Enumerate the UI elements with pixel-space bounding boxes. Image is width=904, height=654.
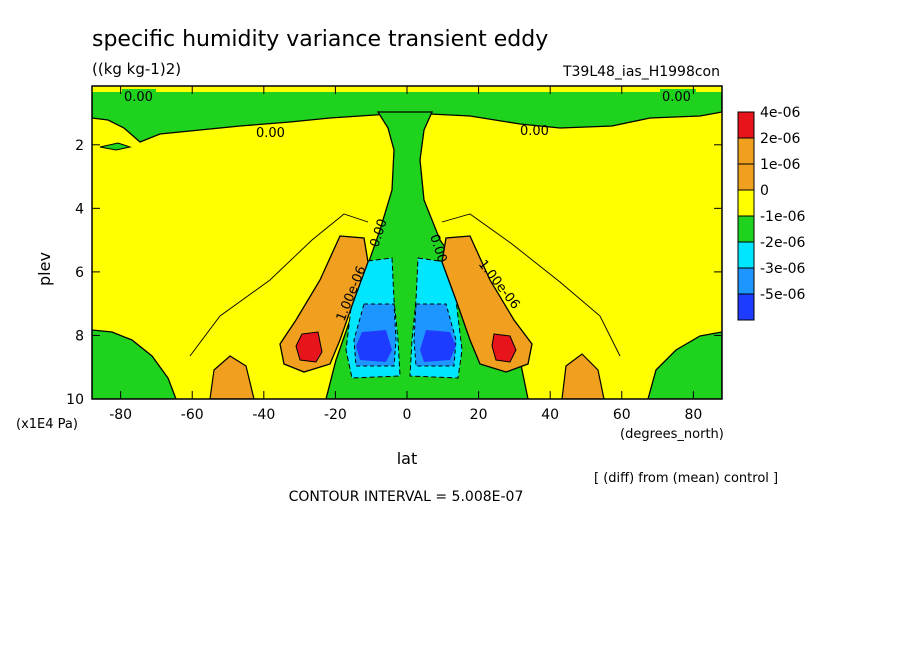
legend-label: 0	[760, 183, 769, 199]
contour-label: 0.00	[256, 126, 285, 141]
south-positive-max	[295, 331, 323, 363]
y-axis-label: plev	[35, 252, 54, 286]
small-negative-patch	[99, 142, 132, 151]
x-tick-label: 0	[403, 407, 412, 423]
north-outer-contour	[441, 213, 621, 357]
chart-units: ((kg kg-1)2)	[92, 60, 181, 78]
north-positive-max	[491, 333, 517, 363]
x-tick-label: 60	[613, 407, 631, 423]
legend-label: 4e-06	[760, 105, 800, 121]
chart-title: specific humidity variance transient edd…	[92, 27, 548, 52]
north-polar-negative	[647, 331, 722, 399]
x-tick-label: -20	[324, 407, 347, 423]
legend-label: -3e-06	[760, 261, 806, 277]
diff-note: [ (diff) from (mean) control ]	[594, 471, 778, 486]
south-outer-contour	[189, 213, 369, 357]
legend-swatch	[737, 111, 755, 139]
x-tick-label: -80	[109, 407, 132, 423]
legend-swatch	[737, 189, 755, 217]
x-tick-label: 20	[470, 407, 488, 423]
y-tick-label: 6	[75, 265, 84, 281]
color-legend: 4e-06 2e-06 1e-06 0 -1e-06 -2e-06 -3e-06 -5e-06	[737, 105, 806, 321]
legend-label: 1e-06	[760, 157, 800, 173]
y-tick-label: 10	[66, 392, 84, 408]
contour-label-bg	[660, 89, 696, 103]
legend-swatch	[737, 241, 755, 269]
contour-label: 0.00	[662, 90, 691, 105]
south-dark-core	[356, 330, 392, 362]
legend-label: -5e-06	[760, 287, 806, 303]
x-tick-label: -60	[181, 407, 204, 423]
y-tick-label: 4	[75, 201, 84, 217]
contour-label: 0.00	[520, 124, 549, 139]
x-axis-ticks: -80 -60 -40 -20 0 20 40 60 80	[109, 86, 702, 423]
x-tick-label: 80	[684, 407, 702, 423]
north-lower-positive	[561, 353, 605, 399]
south-polar-negative	[92, 329, 177, 399]
y-tick-label: 2	[75, 138, 84, 154]
contour-label-bg	[122, 89, 156, 103]
contour-label: 0.00	[124, 90, 153, 105]
legend-swatch	[737, 163, 755, 191]
north-dark-core	[420, 330, 456, 362]
y-axis-ticks: 2 4 6 8 10	[66, 138, 722, 408]
x-tick-label: -40	[252, 407, 275, 423]
legend-label: 2e-06	[760, 131, 800, 147]
legend-swatch	[737, 267, 755, 295]
legend-swatch	[737, 293, 755, 321]
legend-swatch	[737, 215, 755, 243]
x-tick-label: 40	[541, 407, 559, 423]
contour-interval: CONTOUR INTERVAL = 5.008E-07	[289, 489, 524, 505]
x-axis-units: (degrees_north)	[620, 427, 724, 442]
south-lower-positive	[209, 355, 255, 399]
legend-label: -1e-06	[760, 209, 806, 225]
x-axis-label: lat	[397, 449, 418, 468]
run-label: T39L48_ias_H1998con	[562, 64, 720, 80]
y-axis-units: (x1E4 Pa)	[16, 417, 78, 432]
legend-swatch	[737, 137, 755, 165]
contour-field	[92, 86, 722, 399]
y-tick-label: 8	[75, 328, 84, 344]
legend-label: -2e-06	[760, 235, 806, 251]
